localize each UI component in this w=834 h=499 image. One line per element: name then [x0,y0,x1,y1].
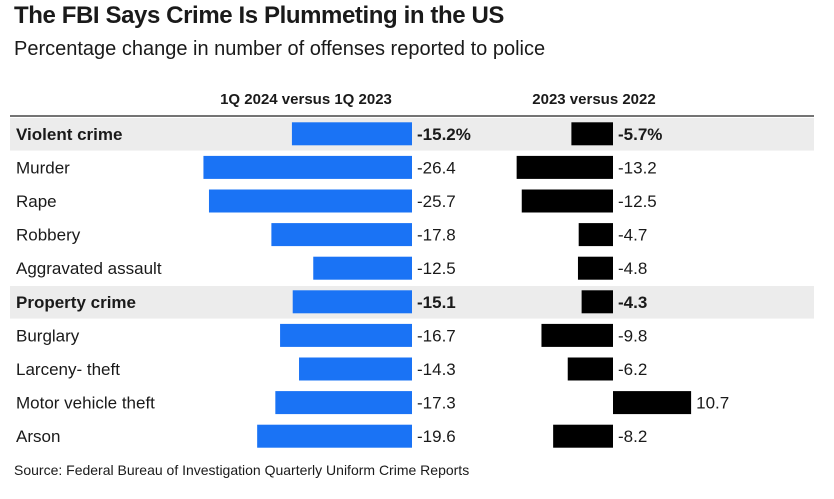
data-label-series-2: -9.8 [618,326,647,345]
bar-series-1 [292,290,412,314]
bar-series-1 [275,391,412,415]
bar-series-1 [271,223,412,247]
bar-series-2 [567,357,613,381]
category-label: Property crime [16,293,136,312]
category-label: Violent crime [16,125,122,144]
bar-series-2 [613,391,692,415]
bar-series-2 [521,189,613,213]
data-label-series-2: -8.2 [618,427,647,446]
data-label-series-1: -25.7 [417,192,456,211]
bar-series-2 [541,323,613,347]
data-label-series-1: -15.2% [417,125,471,144]
chart-title: The FBI Says Crime Is Plummeting in the … [14,2,504,29]
column-header-1: 1Q 2024 versus 1Q 2023 [220,91,392,108]
data-label-series-2: -6.2 [618,360,647,379]
bar-series-1 [257,424,412,448]
chart-subtitle: Percentage change in number of offenses … [14,38,546,60]
data-label-series-1: -14.3 [417,360,456,379]
data-label-series-2: -13.2 [618,158,657,177]
data-label-series-1: -17.8 [417,226,456,245]
bar-series-2 [553,424,613,448]
column-header-2: 2023 versus 2022 [532,91,655,108]
category-label: Murder [16,158,70,177]
category-label: Arson [16,427,60,446]
data-label-series-1: -19.6 [417,427,456,446]
data-label-series-1: -15.1 [417,293,456,312]
bar-series-2 [577,256,613,280]
bar-series-1 [299,357,412,381]
source-note: Source: Federal Bureau of Investigation … [14,462,470,478]
category-label: Burglary [16,326,80,345]
data-label-series-1: -12.5 [417,259,456,278]
bar-series-1 [208,189,412,213]
bar-series-2 [578,223,613,247]
data-label-series-2: -4.8 [618,259,647,278]
bar-series-1 [280,323,412,347]
data-label-series-2: -12.5 [618,192,657,211]
data-label-series-2: -4.7 [618,226,647,245]
category-label: Robbery [16,226,81,245]
bar-series-2 [581,290,613,314]
bar-series-2 [516,155,613,179]
data-label-series-2: -4.3 [618,293,647,312]
bar-series-1 [291,122,412,146]
category-label: Motor vehicle theft [16,394,155,413]
data-label-series-1: -16.7 [417,326,456,345]
bar-chart: 1Q 2024 versus 1Q 2023 2023 versus 2022 Vi… [10,91,814,448]
category-label: Larceny- theft [16,360,120,379]
category-label: Rape [16,192,57,211]
category-label: Aggravated assault [16,259,162,278]
data-label-series-1: -17.3 [417,394,456,413]
data-label-series-2: -5.7% [618,125,662,144]
bar-series-1 [313,256,412,280]
data-label-series-2: 10.7 [696,394,729,413]
bar-series-2 [571,122,613,146]
data-label-series-1: -26.4 [417,158,456,177]
bar-series-1 [203,155,412,179]
